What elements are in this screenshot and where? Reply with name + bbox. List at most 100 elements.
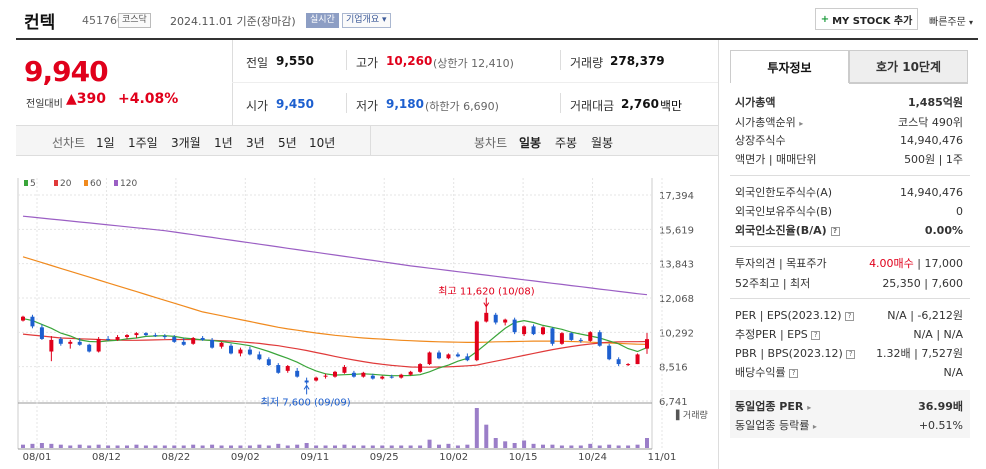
- candle-body: [569, 333, 574, 340]
- tab-orderbook[interactable]: 호가 10단계: [849, 50, 968, 83]
- volume-bar: [285, 445, 290, 448]
- change-percent: +4.08%: [118, 91, 179, 107]
- candle-body: [162, 336, 167, 338]
- header-divider: [16, 38, 978, 40]
- help-icon[interactable]: ?: [830, 226, 840, 236]
- candle-body: [58, 338, 63, 344]
- quick-order-link[interactable]: 빠른주문 ▾: [929, 13, 973, 28]
- candle-body: [304, 380, 309, 383]
- period-3m[interactable]: 3개월: [171, 136, 201, 150]
- line-chart-label: 선차트: [52, 136, 86, 150]
- ind-per-label-text: 동일업종 PER: [735, 400, 804, 413]
- shares-value: 14,940,476: [900, 134, 963, 147]
- volume-bar: [351, 445, 356, 448]
- period-weekly[interactable]: 주봉: [555, 136, 578, 150]
- candle-body: [21, 316, 25, 321]
- low-arrow-head: [303, 384, 310, 390]
- period-5y[interactable]: 5년: [278, 136, 297, 150]
- legend-label: 20: [60, 179, 72, 189]
- x-tick-label: 08/12: [92, 452, 121, 463]
- volume-bar: [162, 445, 167, 448]
- candle-body: [257, 354, 262, 360]
- mystock-add-button[interactable]: + MY STOCK 추가: [815, 8, 918, 30]
- candle-body: [276, 365, 281, 373]
- volume-bar: [58, 444, 63, 448]
- open-label: 시가: [246, 99, 269, 113]
- candle-body: [493, 314, 498, 323]
- ma20-line: [22, 333, 648, 368]
- candle-body: [77, 341, 82, 345]
- ind-rate-row[interactable]: 동일업종 등락률 ▸ +0.51%: [735, 419, 963, 433]
- period-1y[interactable]: 1년: [214, 136, 233, 150]
- x-tick-label: 09/02: [231, 452, 260, 463]
- volume-bar: [333, 445, 337, 448]
- volume-bar: [380, 445, 385, 448]
- x-tick-label: 09/25: [370, 452, 399, 463]
- legend-swatch: [24, 180, 28, 186]
- rank-label: 시가총액순위 ▸: [735, 116, 803, 131]
- candle-body: [541, 327, 545, 335]
- plus-icon: +: [820, 13, 830, 25]
- volume-bar: [49, 443, 54, 448]
- period-1w[interactable]: 1주일: [128, 136, 158, 150]
- candle-body: [380, 376, 385, 379]
- legend-label: 120: [120, 179, 137, 189]
- help-icon[interactable]: ?: [845, 311, 855, 321]
- foreign-ratio-value: 0.00%: [924, 224, 963, 237]
- help-icon[interactable]: ?: [811, 330, 821, 340]
- divider: [730, 298, 970, 299]
- volume-bar: [68, 445, 73, 448]
- eper-label-text: 추정PER | EPS: [735, 328, 808, 341]
- candle-body: [200, 337, 205, 340]
- candle-body: [588, 332, 593, 341]
- candle-body: [172, 337, 177, 342]
- period-monthly[interactable]: 월봉: [591, 136, 614, 150]
- candle-body: [503, 319, 508, 323]
- foreign-hold-value: 0: [956, 205, 963, 218]
- help-icon[interactable]: ?: [789, 368, 799, 378]
- stock-name: 컨텍: [24, 13, 56, 33]
- amount-value: 2,760: [621, 97, 659, 111]
- chevron-right-icon: ▸: [807, 403, 812, 412]
- change-label: 전일대비: [26, 99, 63, 110]
- rank-row[interactable]: 시가총액순위 ▸ 코스닥 490위: [735, 116, 963, 130]
- volume-bar: [645, 438, 649, 448]
- market-cap-label: 시가총액: [735, 96, 776, 109]
- y-tick-label: 15,619: [659, 225, 694, 236]
- live-badge[interactable]: 실시간: [306, 13, 339, 28]
- candle-body: [30, 316, 35, 327]
- price-chart[interactable]: 5 20 60 120 17,394 15,619 13,843 12,068 10,292 8,…: [0, 160, 718, 469]
- volume-bar: [474, 408, 479, 448]
- change-amount: 390: [76, 91, 107, 107]
- divider: [718, 40, 719, 469]
- par-label: 액면가 | 매매단위: [735, 153, 817, 166]
- volume-bar: [427, 439, 432, 448]
- candle-body: [559, 333, 564, 344]
- candle-body: [455, 354, 460, 357]
- tab-invest-info[interactable]: 투자정보: [730, 50, 849, 83]
- stock-code: 451760: [82, 14, 124, 27]
- ma60-line: [22, 256, 648, 345]
- candle-body: [106, 338, 111, 340]
- period-1d[interactable]: 1일: [96, 136, 115, 150]
- candle-body: [578, 339, 583, 341]
- company-info-dropdown[interactable]: 기업개요 ▾: [342, 13, 391, 28]
- ind-rate-label: 동일업종 등락률 ▸: [735, 419, 817, 434]
- period-10y[interactable]: 10년: [309, 136, 336, 150]
- period-3y[interactable]: 3년: [246, 136, 265, 150]
- company-info-label: 기업개요: [346, 15, 380, 25]
- period-daily[interactable]: 일봉: [519, 136, 542, 150]
- high-value: 10,260: [386, 54, 433, 68]
- volume-bar: [106, 445, 111, 448]
- pbr-row: PBR | BPS(2023.12) ? 1.32배 | 7,527원: [735, 347, 963, 361]
- eper-row: 추정PER | EPS ? N/A | N/A: [735, 328, 963, 342]
- market-badge: 코스닥: [118, 13, 151, 28]
- lower-limit: (하한가 6,690): [425, 100, 499, 113]
- volume-bar: [210, 444, 215, 448]
- candle-body: [238, 349, 243, 354]
- help-icon[interactable]: ?: [846, 349, 856, 359]
- ind-per-row[interactable]: 동일업종 PER ▸ 36.99배: [735, 400, 963, 414]
- candle-body: [607, 345, 612, 360]
- candle-body: [134, 333, 139, 336]
- volume-bar: [484, 424, 489, 448]
